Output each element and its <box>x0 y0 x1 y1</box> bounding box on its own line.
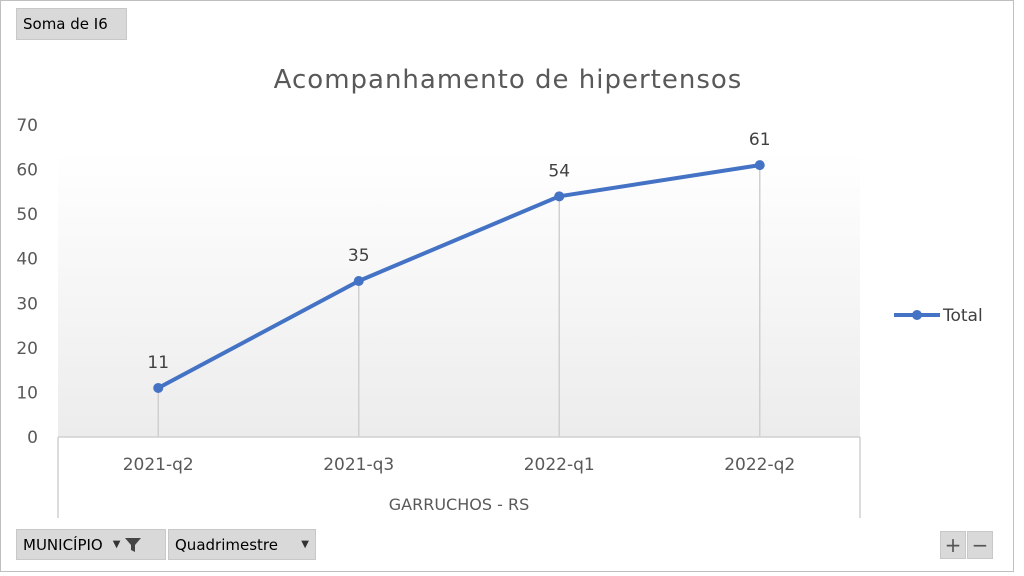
y-tick-label: 20 <box>16 339 38 359</box>
chart-title: Acompanhamento de hipertensos <box>274 65 743 95</box>
municipio-field-label: MUNICÍPIO <box>23 535 103 554</box>
quadrimestre-field-label: Quadrimestre <box>175 535 278 554</box>
value-field-label: Soma de I6 <box>23 15 108 33</box>
x-axis: 2021-q2 2021-q3 2022-q1 2022-q2 GARRUCHOS - … <box>57 436 861 518</box>
data-point[interactable] <box>754 160 765 171</box>
value-field-button[interactable]: Soma de I6 <box>16 8 127 40</box>
drop-lines <box>157 165 761 437</box>
data-point[interactable] <box>153 382 164 393</box>
y-tick-label: 30 <box>16 294 38 314</box>
filter-funnel-icon <box>125 537 142 552</box>
legend-point-marker <box>912 310 922 320</box>
minus-icon: − <box>971 533 989 557</box>
y-tick-label: 50 <box>16 205 38 225</box>
dropdown-arrow-icon: ▼ <box>301 539 309 550</box>
x-group-label: GARRUCHOS - RS <box>389 495 529 514</box>
collapse-button[interactable]: − <box>967 531 993 559</box>
plot-area <box>58 152 860 437</box>
expand-button[interactable]: + <box>940 531 966 559</box>
plus-icon: + <box>944 533 962 557</box>
quadrimestre-field-button[interactable]: Quadrimestre ▼ <box>168 529 316 560</box>
series-line <box>157 163 761 390</box>
data-label: 61 <box>749 130 771 150</box>
data-point[interactable] <box>353 276 364 286</box>
x-tick-label: 2021-q2 <box>123 455 194 475</box>
y-tick-label: 40 <box>16 250 38 270</box>
y-axis: 0 10 20 30 40 50 60 70 <box>16 116 38 448</box>
y-tick-label: 10 <box>16 383 38 403</box>
y-tick-label: 0 <box>27 428 38 448</box>
data-label: 11 <box>147 353 169 373</box>
x-tick-label: 2021-q3 <box>323 455 394 475</box>
y-tick-label: 70 <box>16 116 38 136</box>
dropdown-arrow-icon: ▼ <box>112 539 121 550</box>
y-tick-label: 60 <box>16 161 38 181</box>
data-point[interactable] <box>554 191 565 202</box>
x-tick-label: 2022-q1 <box>524 455 595 475</box>
municipio-filter-button[interactable]: MUNICÍPIO ▼ <box>16 529 166 560</box>
legend-label: Total <box>942 306 983 326</box>
series-layer <box>153 160 765 393</box>
x-tick-label: 2022-q2 <box>724 455 795 475</box>
data-label: 54 <box>548 161 570 181</box>
data-labels: 11 35 54 61 <box>147 130 770 373</box>
legend[interactable]: Total <box>894 306 983 326</box>
data-label: 35 <box>348 246 370 266</box>
